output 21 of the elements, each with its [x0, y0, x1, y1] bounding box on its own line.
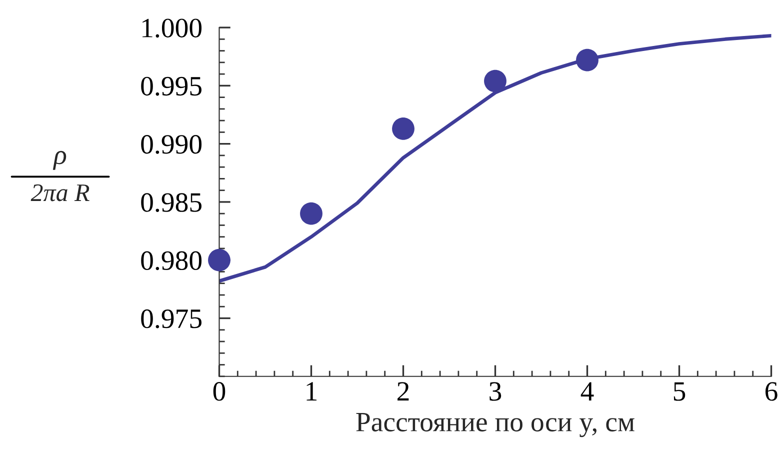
- y-tick-label: 0.980: [141, 251, 202, 270]
- line-series: [219, 34, 772, 283]
- x-tick-label: 6: [766, 382, 778, 401]
- y-tick-label: 0.975: [141, 309, 202, 328]
- x-axis-title: Расстояние по оси y, см: [356, 412, 634, 438]
- point: [576, 48, 598, 72]
- x-tick-label: 1: [306, 382, 317, 401]
- y-tick-label: 0.990: [141, 134, 202, 154]
- point: [208, 248, 230, 272]
- x-tick-label: 4: [580, 382, 594, 401]
- y-axis-title: ρ 2πa R: [30, 150, 90, 202]
- point: [392, 118, 414, 140]
- x-tick-label: 3: [490, 382, 502, 401]
- x-tick-label: 0: [213, 382, 226, 401]
- x-tick-label: 5: [674, 382, 686, 401]
- y-tick-label: 0.995: [141, 76, 202, 96]
- x-tick-label: 2: [398, 382, 409, 401]
- y-tick-label: 0.985: [141, 193, 202, 212]
- point: [484, 70, 506, 92]
- y-tick-label: 1.000: [142, 18, 202, 38]
- point: [300, 202, 322, 225]
